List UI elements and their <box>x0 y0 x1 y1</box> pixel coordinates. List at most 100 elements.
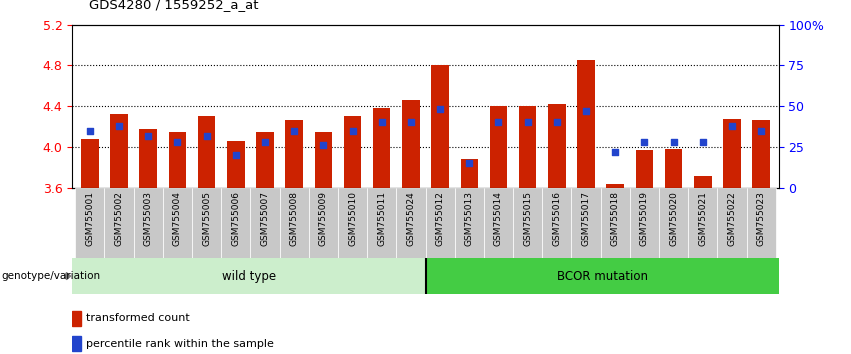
Bar <box>688 188 717 258</box>
Text: wild type: wild type <box>222 270 276 282</box>
Point <box>580 108 593 114</box>
Bar <box>723 119 740 188</box>
Text: GSM755013: GSM755013 <box>465 191 474 246</box>
Text: GSM755005: GSM755005 <box>202 191 211 246</box>
Bar <box>280 188 309 258</box>
Bar <box>221 188 250 258</box>
Bar <box>134 188 163 258</box>
Point <box>696 139 710 145</box>
Point <box>404 120 418 125</box>
Bar <box>285 120 303 188</box>
Bar <box>105 188 134 258</box>
Point <box>550 120 563 125</box>
Point <box>608 149 622 155</box>
Bar <box>601 188 630 258</box>
Bar <box>665 149 683 188</box>
Text: GSM755009: GSM755009 <box>319 191 328 246</box>
Point <box>375 120 389 125</box>
Bar <box>426 188 454 258</box>
Text: GSM755022: GSM755022 <box>728 191 736 246</box>
Bar <box>717 188 746 258</box>
Point <box>170 139 184 145</box>
Bar <box>489 106 507 188</box>
Point <box>258 139 271 145</box>
Bar <box>111 114 128 188</box>
Bar <box>75 188 105 258</box>
Bar <box>513 188 542 258</box>
Bar <box>746 188 776 258</box>
Text: GSM755015: GSM755015 <box>523 191 532 246</box>
Text: GSM755006: GSM755006 <box>231 191 240 246</box>
Bar <box>227 141 244 188</box>
Bar <box>460 159 478 188</box>
Point <box>433 107 447 112</box>
Bar <box>403 100 420 188</box>
Text: GSM755012: GSM755012 <box>436 191 444 246</box>
Bar <box>519 106 536 188</box>
Text: GSM755007: GSM755007 <box>260 191 270 246</box>
Bar <box>636 150 654 188</box>
Text: GSM755016: GSM755016 <box>552 191 562 246</box>
Text: GSM755018: GSM755018 <box>611 191 620 246</box>
Bar <box>338 188 367 258</box>
Bar <box>81 139 99 188</box>
Bar <box>256 132 274 188</box>
Bar <box>694 176 711 188</box>
Bar <box>250 188 280 258</box>
Text: GSM755008: GSM755008 <box>289 191 299 246</box>
Point <box>492 120 505 125</box>
Point <box>754 128 768 133</box>
Bar <box>454 188 484 258</box>
Bar <box>397 188 426 258</box>
Bar <box>484 188 513 258</box>
Point <box>83 128 97 133</box>
Point <box>288 128 301 133</box>
Text: GSM755004: GSM755004 <box>173 191 182 246</box>
Text: GSM755021: GSM755021 <box>699 191 707 246</box>
Bar <box>752 120 770 188</box>
Point <box>229 152 243 158</box>
Text: GSM755011: GSM755011 <box>377 191 386 246</box>
Text: GSM755014: GSM755014 <box>494 191 503 246</box>
Bar <box>309 188 338 258</box>
Point <box>112 123 126 129</box>
Bar <box>630 188 659 258</box>
Text: GSM755010: GSM755010 <box>348 191 357 246</box>
Point <box>317 142 330 148</box>
Text: GSM755023: GSM755023 <box>757 191 766 246</box>
Bar <box>72 336 82 351</box>
Bar <box>168 132 186 188</box>
Bar <box>659 188 688 258</box>
Point <box>346 128 359 133</box>
Point <box>667 139 681 145</box>
Text: GDS4280 / 1559252_a_at: GDS4280 / 1559252_a_at <box>89 0 259 11</box>
Bar <box>192 188 221 258</box>
Point <box>141 133 155 138</box>
Text: GSM755019: GSM755019 <box>640 191 649 246</box>
Point <box>725 123 739 129</box>
Bar <box>344 116 362 188</box>
Text: percentile rank within the sample: percentile rank within the sample <box>87 339 274 349</box>
Bar <box>72 258 426 294</box>
Point <box>200 133 214 138</box>
Text: transformed count: transformed count <box>87 313 190 323</box>
Text: GSM755017: GSM755017 <box>581 191 591 246</box>
Bar <box>548 104 566 188</box>
Text: genotype/variation: genotype/variation <box>2 271 100 281</box>
Bar <box>72 311 82 326</box>
Text: GSM755024: GSM755024 <box>407 191 415 246</box>
Text: BCOR mutation: BCOR mutation <box>557 270 648 282</box>
Point <box>462 160 476 166</box>
Bar <box>577 61 595 188</box>
Bar <box>197 116 215 188</box>
Text: GSM755001: GSM755001 <box>85 191 94 246</box>
Bar <box>315 132 332 188</box>
Bar <box>140 129 157 188</box>
Bar <box>607 183 624 188</box>
Bar <box>571 188 601 258</box>
Bar <box>367 188 397 258</box>
Text: GSM755003: GSM755003 <box>144 191 152 246</box>
Bar <box>542 188 571 258</box>
Bar <box>373 108 391 188</box>
Bar <box>431 65 448 188</box>
